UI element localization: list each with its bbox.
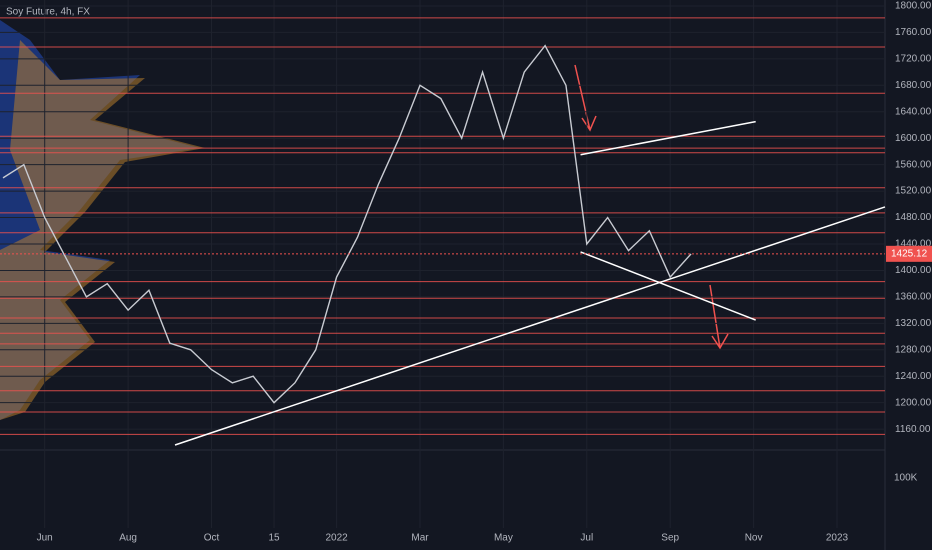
y-tick-label: 1640.00 bbox=[895, 106, 932, 117]
chart-title: Soy Future, 4h, FX bbox=[6, 7, 90, 18]
trendline bbox=[580, 251, 756, 321]
arrow-down bbox=[709, 284, 729, 350]
price-line bbox=[2, 44, 692, 404]
x-tick-label: May bbox=[494, 533, 513, 544]
x-tick-label: 15 bbox=[268, 533, 280, 544]
x-tick-label: Nov bbox=[745, 533, 763, 544]
y-tick-label: 1360.00 bbox=[895, 292, 932, 303]
y-tick-label: 1280.00 bbox=[895, 344, 932, 355]
x-tick-label: 2023 bbox=[826, 533, 849, 544]
last-price-box bbox=[886, 245, 932, 262]
y-tick-label: 1520.00 bbox=[895, 186, 932, 197]
y-tick-label: 1800.00 bbox=[895, 1, 932, 12]
x-tick-label: Aug bbox=[119, 533, 137, 544]
y-tick-label: 1720.00 bbox=[895, 53, 932, 64]
y-tick-label: 1400.00 bbox=[895, 265, 932, 276]
x-tick-label: Mar bbox=[411, 533, 429, 544]
y-tick-label: 1480.00 bbox=[895, 212, 932, 223]
x-tick-label: Jun bbox=[37, 533, 53, 544]
y-tick-label: 1200.00 bbox=[895, 397, 932, 408]
y-tick-label: 1680.00 bbox=[895, 80, 932, 91]
profile-blue bbox=[0, 20, 200, 420]
x-tick-label: 2022 bbox=[325, 533, 348, 544]
y-tick-label: 1160.00 bbox=[895, 424, 931, 435]
trendline bbox=[174, 206, 886, 446]
y-tick-label: 1560.00 bbox=[895, 159, 932, 170]
y-tick-label: 1600.00 bbox=[895, 133, 932, 144]
x-tick-label: Oct bbox=[204, 533, 220, 544]
last-price-label: 1425.12 bbox=[891, 248, 928, 259]
x-tick-label: Jul bbox=[580, 533, 593, 544]
y-tick-label: 1240.00 bbox=[895, 371, 932, 382]
trendline bbox=[580, 120, 756, 156]
arrow-down bbox=[574, 64, 597, 132]
y-tick-label: 1760.00 bbox=[895, 27, 932, 38]
y-tick-label: 1320.00 bbox=[895, 318, 932, 329]
volume-label: 100K bbox=[894, 473, 918, 484]
volume-profile bbox=[0, 20, 205, 420]
arrows bbox=[574, 64, 729, 350]
y-tick-label: 1440.00 bbox=[895, 239, 932, 250]
x-tick-label: Sep bbox=[661, 533, 679, 544]
profile-orange bbox=[0, 40, 205, 420]
